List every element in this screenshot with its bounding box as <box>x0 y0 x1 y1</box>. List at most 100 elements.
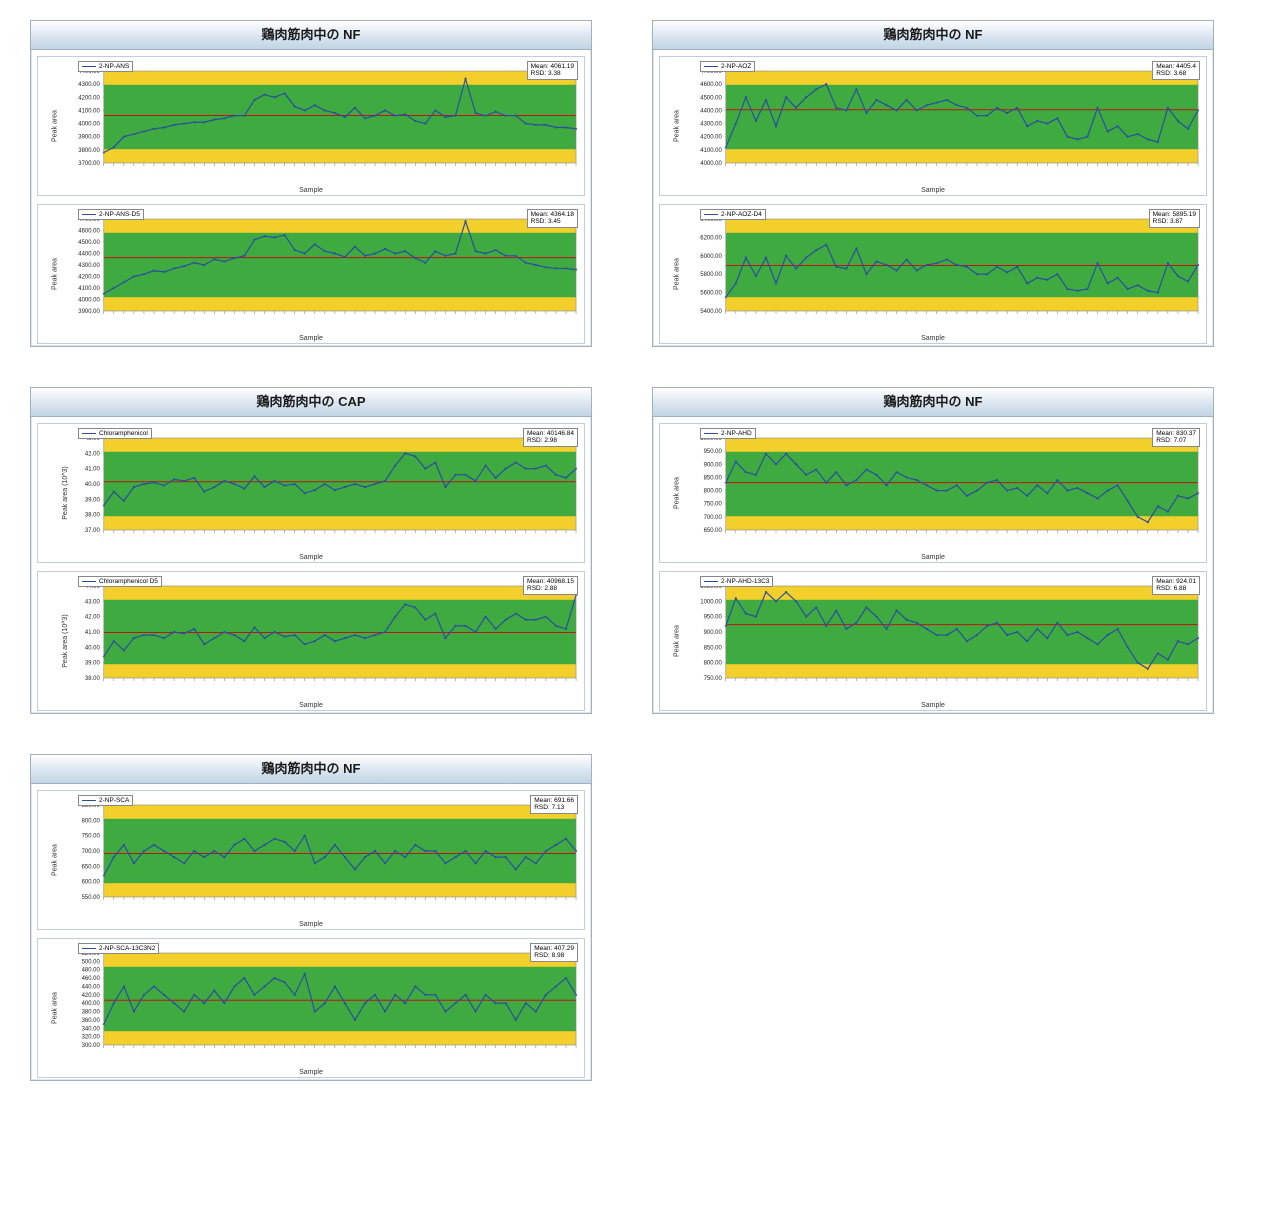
svg-text:·: · <box>372 684 376 685</box>
chart-slot: Peak areaSample2-NP-AOZ-D4Mean: 5895.19R… <box>653 198 1213 346</box>
row-1: 鶏肉筋肉中の NFPeak areaSample2-NP-ANSMean: 40… <box>30 20 1250 347</box>
x-axis-label: Sample <box>660 335 1206 342</box>
svg-text:·: · <box>493 684 497 685</box>
svg-text:·: · <box>1125 317 1129 318</box>
stat-rsd: RSD: 7.07 <box>1156 437 1196 444</box>
svg-text:·: · <box>1145 536 1149 537</box>
svg-text:·: · <box>974 684 978 685</box>
svg-text:3900.00: 3900.00 <box>78 135 100 141</box>
svg-text:·: · <box>563 169 567 170</box>
svg-text:·: · <box>984 684 988 685</box>
svg-text:4200.00: 4200.00 <box>78 274 100 280</box>
svg-text:42.00: 42.00 <box>85 615 101 621</box>
svg-text:·: · <box>974 169 978 170</box>
svg-text:440.00: 440.00 <box>82 984 101 990</box>
svg-text:4400.00: 4400.00 <box>78 251 100 257</box>
svg-text:·: · <box>863 317 867 318</box>
svg-text:·: · <box>914 317 918 318</box>
svg-text:·: · <box>783 169 787 170</box>
svg-text:·: · <box>934 317 938 318</box>
svg-text:·: · <box>292 317 296 318</box>
svg-text:·: · <box>322 317 326 318</box>
svg-text:·: · <box>884 317 888 318</box>
svg-text:·: · <box>422 1051 426 1052</box>
svg-text:·: · <box>463 903 467 904</box>
svg-text:·: · <box>493 903 497 904</box>
chart-slot: Peak areaSample2-NP-ANSMean: 4061.19RSD:… <box>31 50 591 198</box>
svg-text:·: · <box>312 903 316 904</box>
svg-text:·: · <box>1185 684 1189 685</box>
svg-text:800.00: 800.00 <box>82 818 101 824</box>
svg-text:·: · <box>422 684 426 685</box>
chart-legend: Chloramphenicol <box>78 428 152 439</box>
x-axis-label: Sample <box>38 554 584 561</box>
svg-text:·: · <box>262 169 266 170</box>
svg-text:·: · <box>231 317 235 318</box>
svg-text:40.00: 40.00 <box>85 645 101 651</box>
svg-text:·: · <box>503 1051 507 1052</box>
svg-text:·: · <box>803 169 807 170</box>
chart-svg: 37.0038.0039.0040.0041.0042.0043.00·····… <box>74 428 580 540</box>
svg-text:·: · <box>1195 536 1199 537</box>
svg-text:·: · <box>342 903 346 904</box>
svg-text:·: · <box>944 317 948 318</box>
svg-text:·: · <box>141 536 145 537</box>
y-axis-label: Peak area <box>673 477 680 509</box>
svg-text:·: · <box>161 317 165 318</box>
svg-text:·: · <box>352 1051 356 1052</box>
svg-text:800.00: 800.00 <box>704 489 723 495</box>
svg-text:·: · <box>382 317 386 318</box>
panel-4: 鶏肉筋肉中の NFPeak areaSample2-NP-SCAMean: 69… <box>30 754 592 1081</box>
y-axis-label: Peak area <box>51 258 58 290</box>
svg-text:·: · <box>241 1051 245 1052</box>
svg-text:·: · <box>201 684 205 685</box>
chart-box: Peak area (10^3)SampleChloramphenicol D5… <box>37 571 585 711</box>
svg-text:·: · <box>362 1051 366 1052</box>
inner-band <box>104 85 576 149</box>
svg-text:·: · <box>442 903 446 904</box>
svg-text:·: · <box>563 903 567 904</box>
svg-text:380.00: 380.00 <box>82 1010 101 1016</box>
svg-text:·: · <box>533 684 537 685</box>
svg-text:40.00: 40.00 <box>85 482 101 488</box>
svg-text:·: · <box>904 684 908 685</box>
y-axis-label: Peak area <box>673 625 680 657</box>
svg-text:·: · <box>743 317 747 318</box>
svg-text:·: · <box>1085 684 1089 685</box>
svg-text:·: · <box>191 903 195 904</box>
svg-text:·: · <box>422 317 426 318</box>
stat-mean: Mean: 4364.18 <box>531 211 574 218</box>
legend-label: 2-NP-AHD <box>721 430 752 437</box>
svg-text:·: · <box>543 903 547 904</box>
stat-rsd: RSD: 7.13 <box>534 804 574 811</box>
svg-text:·: · <box>282 536 286 537</box>
stats-box: Mean: 4405.4RSD: 3.68 <box>1152 61 1200 80</box>
svg-text:460.00: 460.00 <box>82 976 101 982</box>
svg-text:·: · <box>493 169 497 170</box>
svg-text:·: · <box>292 684 296 685</box>
svg-text:700.00: 700.00 <box>704 515 723 521</box>
svg-text:·: · <box>1105 169 1109 170</box>
svg-text:·: · <box>483 317 487 318</box>
svg-text:·: · <box>1125 536 1129 537</box>
svg-text:·: · <box>402 1051 406 1052</box>
x-axis-label: Sample <box>38 921 584 928</box>
svg-text:·: · <box>1135 169 1139 170</box>
svg-text:·: · <box>944 684 948 685</box>
svg-text:·: · <box>161 536 165 537</box>
svg-text:·: · <box>432 536 436 537</box>
svg-text:800.00: 800.00 <box>704 661 723 667</box>
svg-text:750.00: 750.00 <box>704 676 723 682</box>
chart-svg: 650.00700.00750.00800.00850.00900.00950.… <box>696 428 1202 540</box>
y-axis-label: Peak area (10^3) <box>62 466 69 519</box>
chart-svg: 3700.003800.003900.004000.004100.004200.… <box>74 61 580 173</box>
chart-svg: 300.00320.00340.00360.00380.00400.00420.… <box>74 943 580 1055</box>
svg-text:·: · <box>282 903 286 904</box>
svg-text:·: · <box>813 169 817 170</box>
svg-text:·: · <box>231 903 235 904</box>
svg-text:·: · <box>723 684 727 685</box>
panel-title: 鶏肉筋肉中の NF <box>31 21 591 50</box>
svg-text:320.00: 320.00 <box>82 1035 101 1041</box>
y-axis-label: Peak area <box>51 844 58 876</box>
stat-mean: Mean: 924.01 <box>1156 578 1196 585</box>
